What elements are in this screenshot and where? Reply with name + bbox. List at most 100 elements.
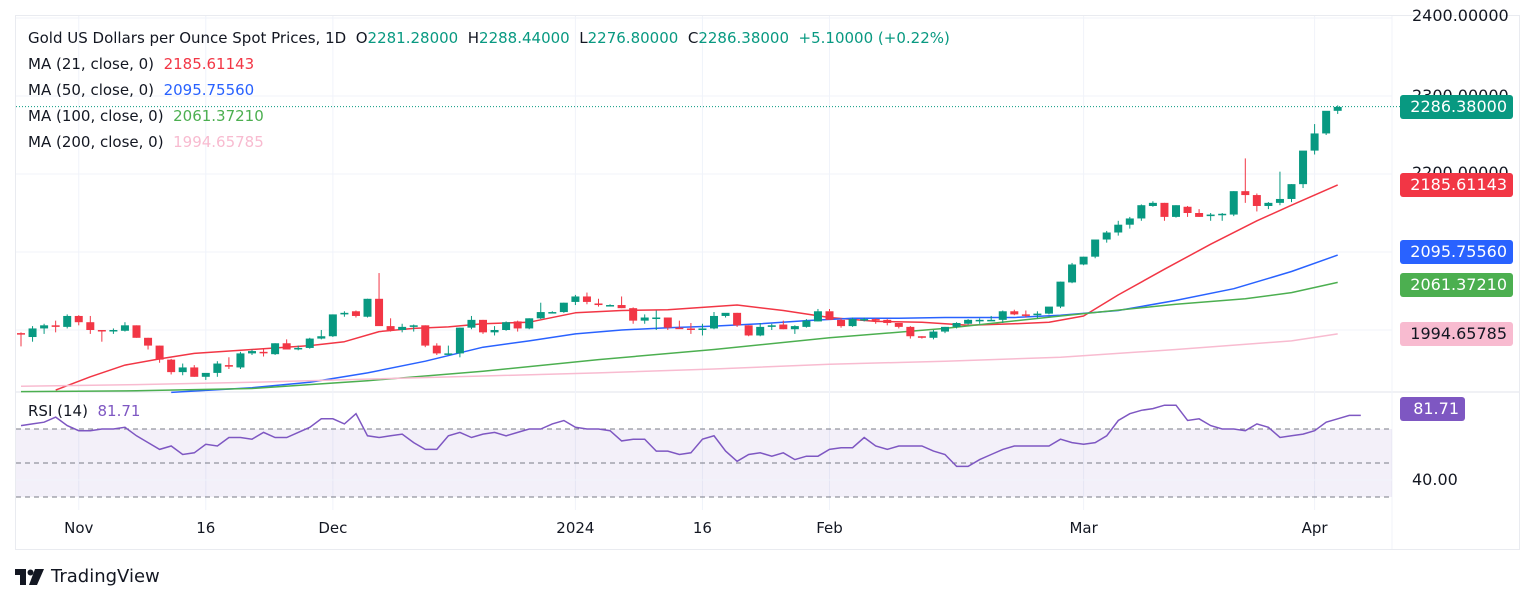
candle xyxy=(444,345,453,355)
candle xyxy=(1068,262,1077,284)
candle-body xyxy=(1114,224,1123,233)
candle-body xyxy=(1241,191,1250,196)
candle xyxy=(536,302,545,320)
candle-body xyxy=(51,325,60,327)
candle xyxy=(686,322,695,334)
rsi-axis-badge: 81.71 xyxy=(1400,397,1465,421)
x-tick-label: 16 xyxy=(196,519,216,537)
candle xyxy=(1241,158,1250,203)
candle xyxy=(744,325,753,337)
candle xyxy=(767,323,776,330)
candle xyxy=(825,308,834,320)
candle xyxy=(109,328,118,334)
candle xyxy=(1125,216,1134,229)
candle xyxy=(860,317,869,322)
candle xyxy=(201,372,210,380)
candle-body xyxy=(1091,239,1100,257)
candle xyxy=(998,310,1007,323)
candle-body xyxy=(248,351,256,354)
candle-body xyxy=(490,330,499,333)
candle-body xyxy=(328,314,337,337)
candle xyxy=(259,348,268,357)
candle-body xyxy=(479,319,487,333)
candle-body xyxy=(86,322,95,330)
candle xyxy=(178,363,187,376)
candle xyxy=(883,319,892,326)
candle-body xyxy=(917,336,926,338)
candle-body xyxy=(1287,184,1296,199)
candle xyxy=(120,322,129,332)
candle-body xyxy=(1310,133,1319,151)
candle xyxy=(1172,205,1180,218)
candle-body xyxy=(1252,195,1261,206)
candle xyxy=(1010,309,1019,316)
ma-line-21 xyxy=(55,184,1339,391)
low-value: 2276.80000 xyxy=(587,29,679,47)
tradingview-logo[interactable]: TradingView xyxy=(15,566,160,587)
candle-body xyxy=(1079,256,1088,265)
candle-body xyxy=(1137,205,1146,219)
candle-body xyxy=(1183,206,1192,213)
candle xyxy=(409,324,418,332)
candle xyxy=(28,326,37,342)
candle-body xyxy=(825,311,834,320)
low-label: L xyxy=(579,29,588,47)
candle xyxy=(305,337,314,349)
rsi-label: RSI (14) xyxy=(28,402,88,420)
ma200-legend: MA (200, close, 0) 1994.65785 xyxy=(28,133,264,152)
candle-body xyxy=(271,343,280,355)
candle xyxy=(328,314,337,338)
candle-body xyxy=(813,311,822,322)
candle xyxy=(559,302,568,313)
candle-body xyxy=(294,347,303,350)
x-tick-label: Mar xyxy=(1069,519,1098,537)
ma21-legend: MA (21, close, 0) 2185.61143 xyxy=(28,55,254,74)
candle-body xyxy=(790,326,799,330)
candle-body xyxy=(351,311,360,316)
candle xyxy=(756,322,765,337)
candle xyxy=(479,319,487,334)
candle-body xyxy=(386,326,395,330)
candle-body xyxy=(375,298,384,327)
ma100-label: MA (100, close, 0) xyxy=(28,107,164,125)
candle-body xyxy=(201,372,210,377)
candle-body xyxy=(363,298,372,317)
candle xyxy=(779,320,788,330)
candle xyxy=(813,308,822,322)
candle xyxy=(1114,220,1123,236)
x-tick-label: Dec xyxy=(318,519,348,537)
candle xyxy=(51,320,60,333)
candle-body xyxy=(409,325,418,327)
high-label: H xyxy=(467,29,480,47)
candle-body xyxy=(629,308,638,321)
candles xyxy=(17,105,1342,380)
candle-body xyxy=(132,325,141,338)
candle-body xyxy=(744,325,753,336)
candle-body xyxy=(848,319,857,327)
candle-body xyxy=(340,312,349,315)
grid xyxy=(16,16,1519,549)
candle-body xyxy=(1010,311,1019,315)
candle xyxy=(964,319,973,325)
candle xyxy=(1299,150,1308,189)
candle-body xyxy=(1033,313,1042,316)
candle xyxy=(617,296,626,309)
candle-body xyxy=(1299,150,1308,185)
candle-body xyxy=(1125,218,1134,225)
candle xyxy=(1310,124,1319,155)
open-label: O xyxy=(355,29,368,47)
candle xyxy=(1056,281,1065,309)
candle-body xyxy=(779,324,788,330)
candle-body xyxy=(571,296,580,302)
candle-body xyxy=(698,328,707,330)
candle-body xyxy=(1102,232,1111,240)
candle xyxy=(294,345,303,351)
close-label: C xyxy=(687,29,699,47)
candle xyxy=(929,330,938,340)
candle xyxy=(987,315,996,322)
candle xyxy=(144,337,153,350)
candle xyxy=(1021,310,1030,318)
candle-body xyxy=(675,327,684,330)
candle-body xyxy=(120,325,129,331)
